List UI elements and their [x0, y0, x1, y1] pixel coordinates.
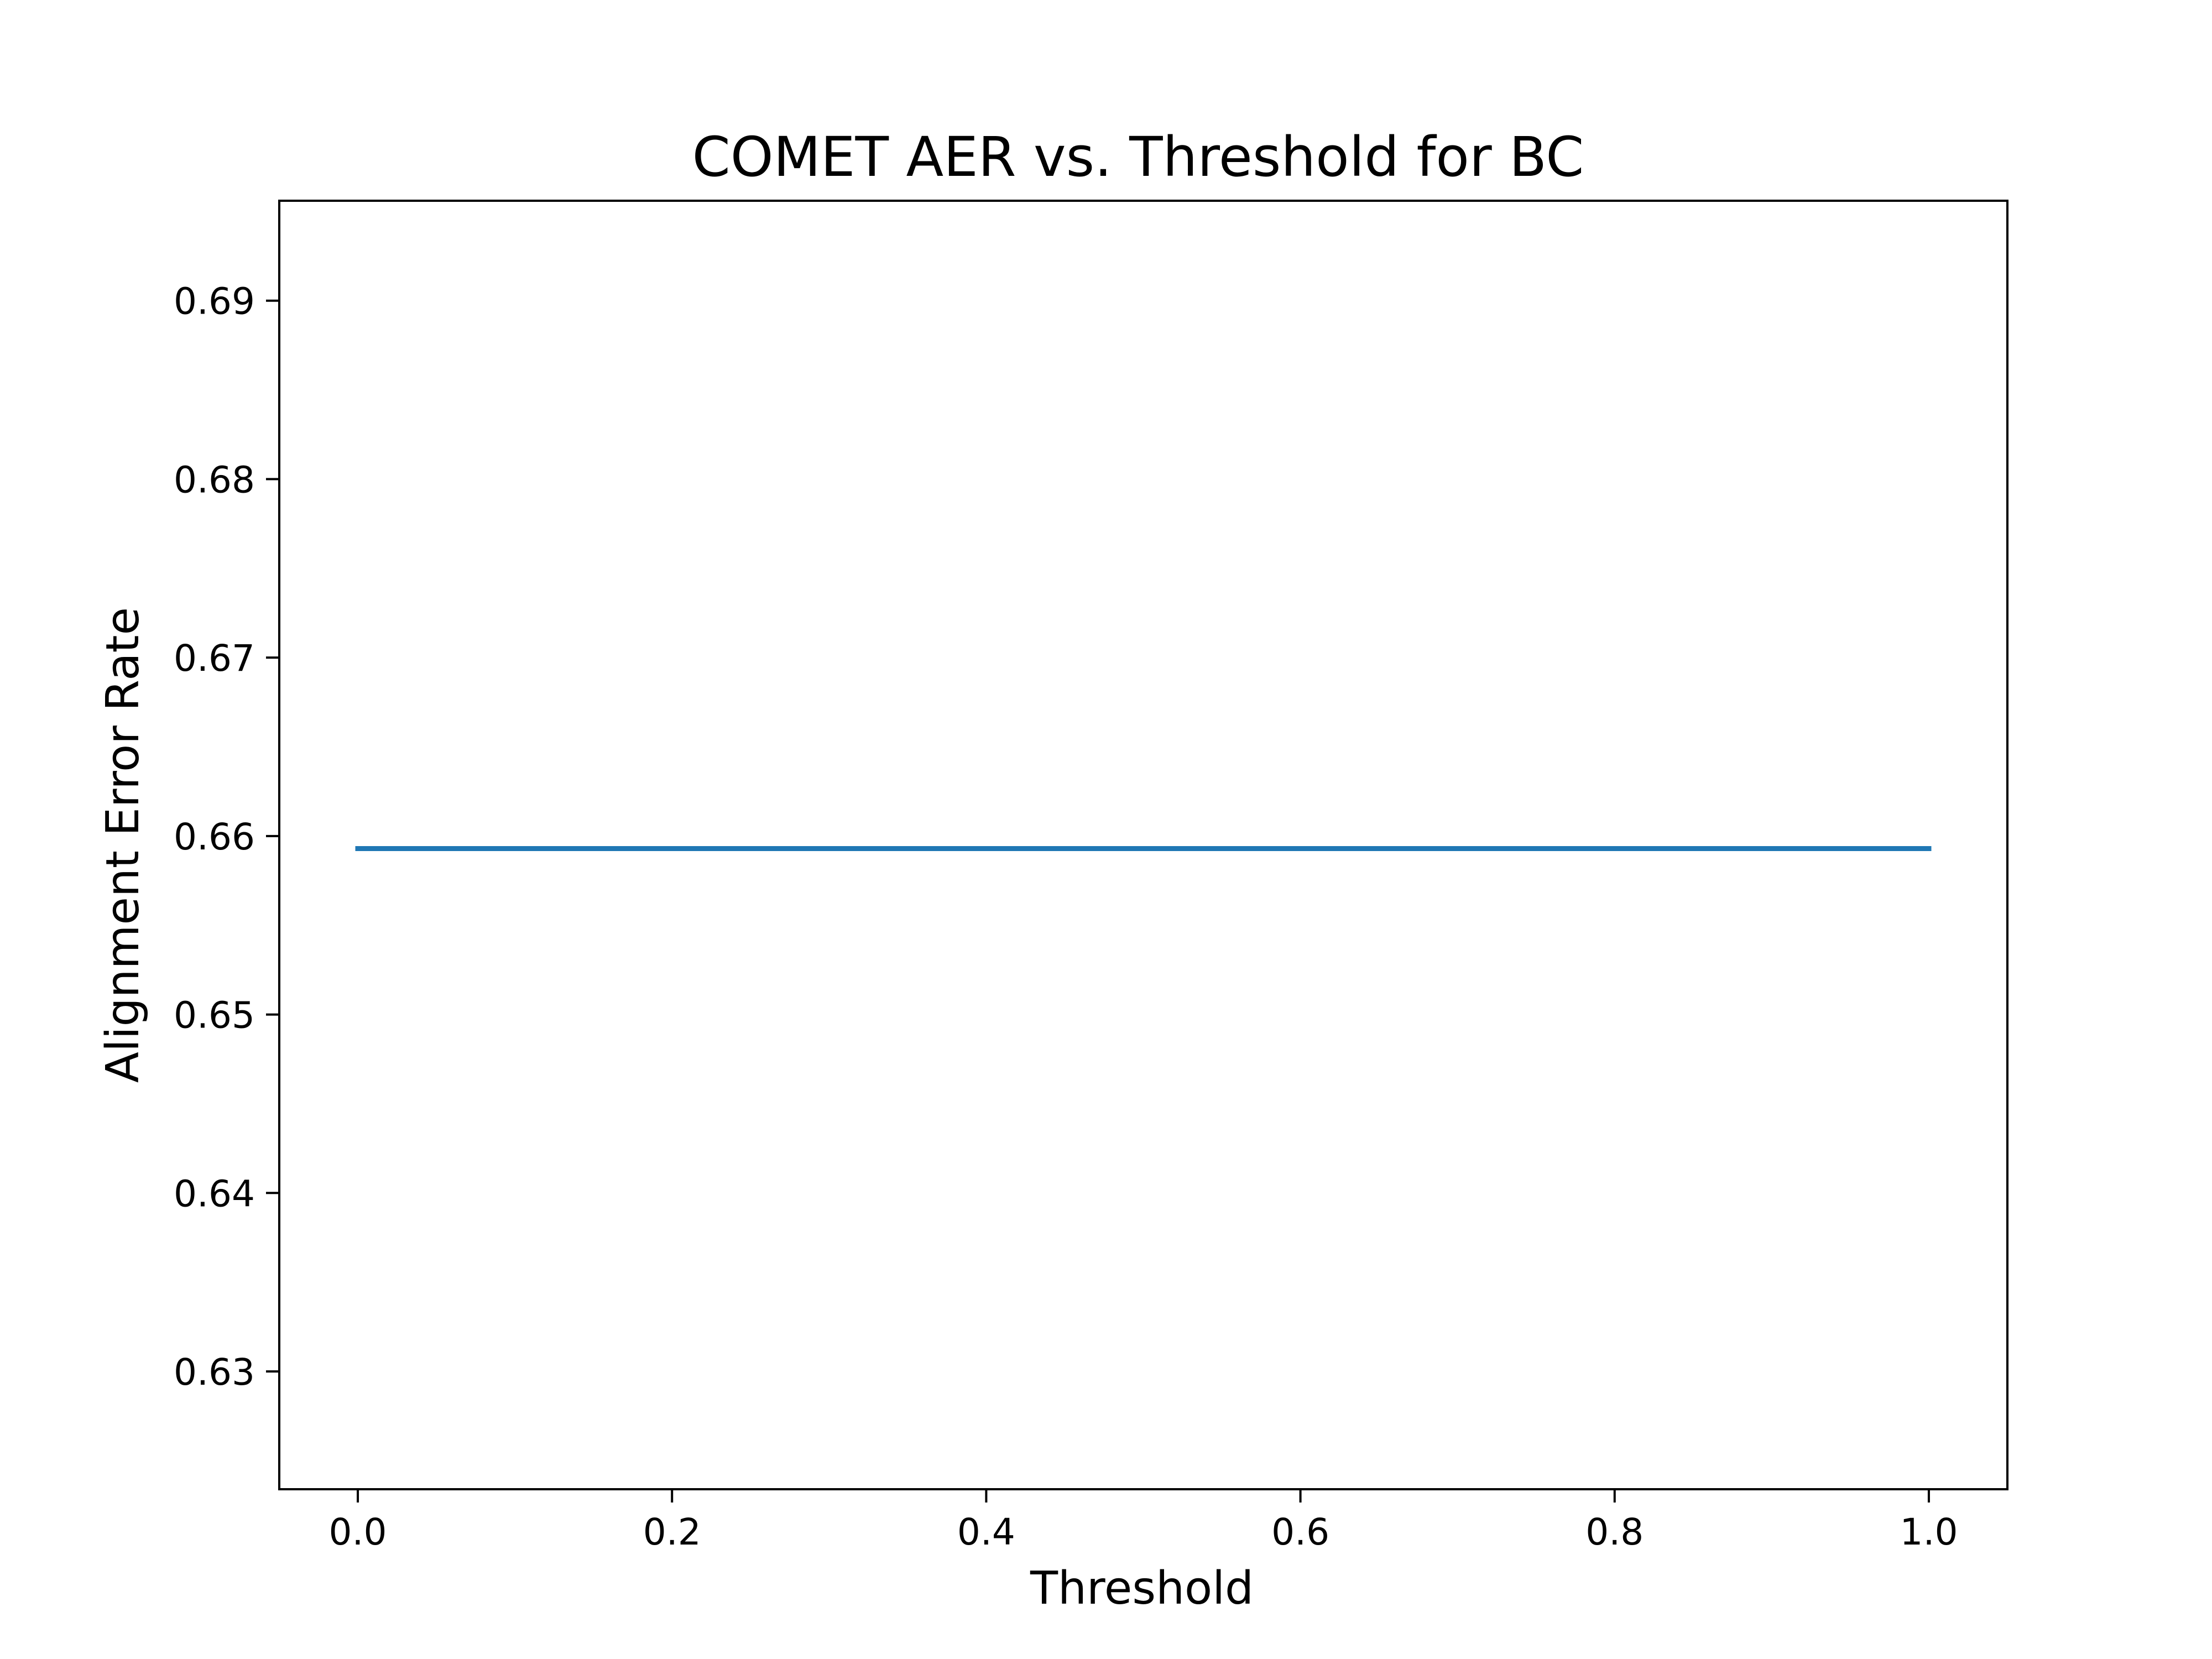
y-tick-label: 0.63 [174, 1351, 255, 1394]
y-tick-label: 0.67 [174, 637, 255, 680]
y-tick-label: 0.65 [174, 994, 255, 1037]
x-axis: 0.0 0.2 0.4 0.6 0.8 1.0 [329, 1489, 1958, 1553]
x-tick-label: 0.8 [1585, 1511, 1644, 1553]
x-tick-label: 0.6 [1271, 1511, 1329, 1553]
y-tick-label: 0.64 [174, 1172, 255, 1215]
y-tick-label: 0.69 [174, 280, 255, 323]
y-tick-label: 0.66 [174, 816, 255, 858]
y-axis-label: Alignment Error Rate [97, 607, 149, 1083]
x-axis-label: Threshold [1030, 1562, 1254, 1615]
x-tick-label: 1.0 [1900, 1511, 1958, 1553]
x-tick-label: 0.4 [957, 1511, 1015, 1553]
x-tick-label: 0.2 [643, 1511, 701, 1553]
plot-frame [278, 200, 2008, 1490]
chart-title: COMET AER vs. Threshold for BC [692, 126, 1584, 189]
y-tick-label: 0.68 [174, 458, 255, 501]
y-axis: 0.63 0.64 0.65 0.66 0.67 0.68 0.69 [174, 280, 279, 1394]
x-tick-label: 0.0 [329, 1511, 387, 1553]
